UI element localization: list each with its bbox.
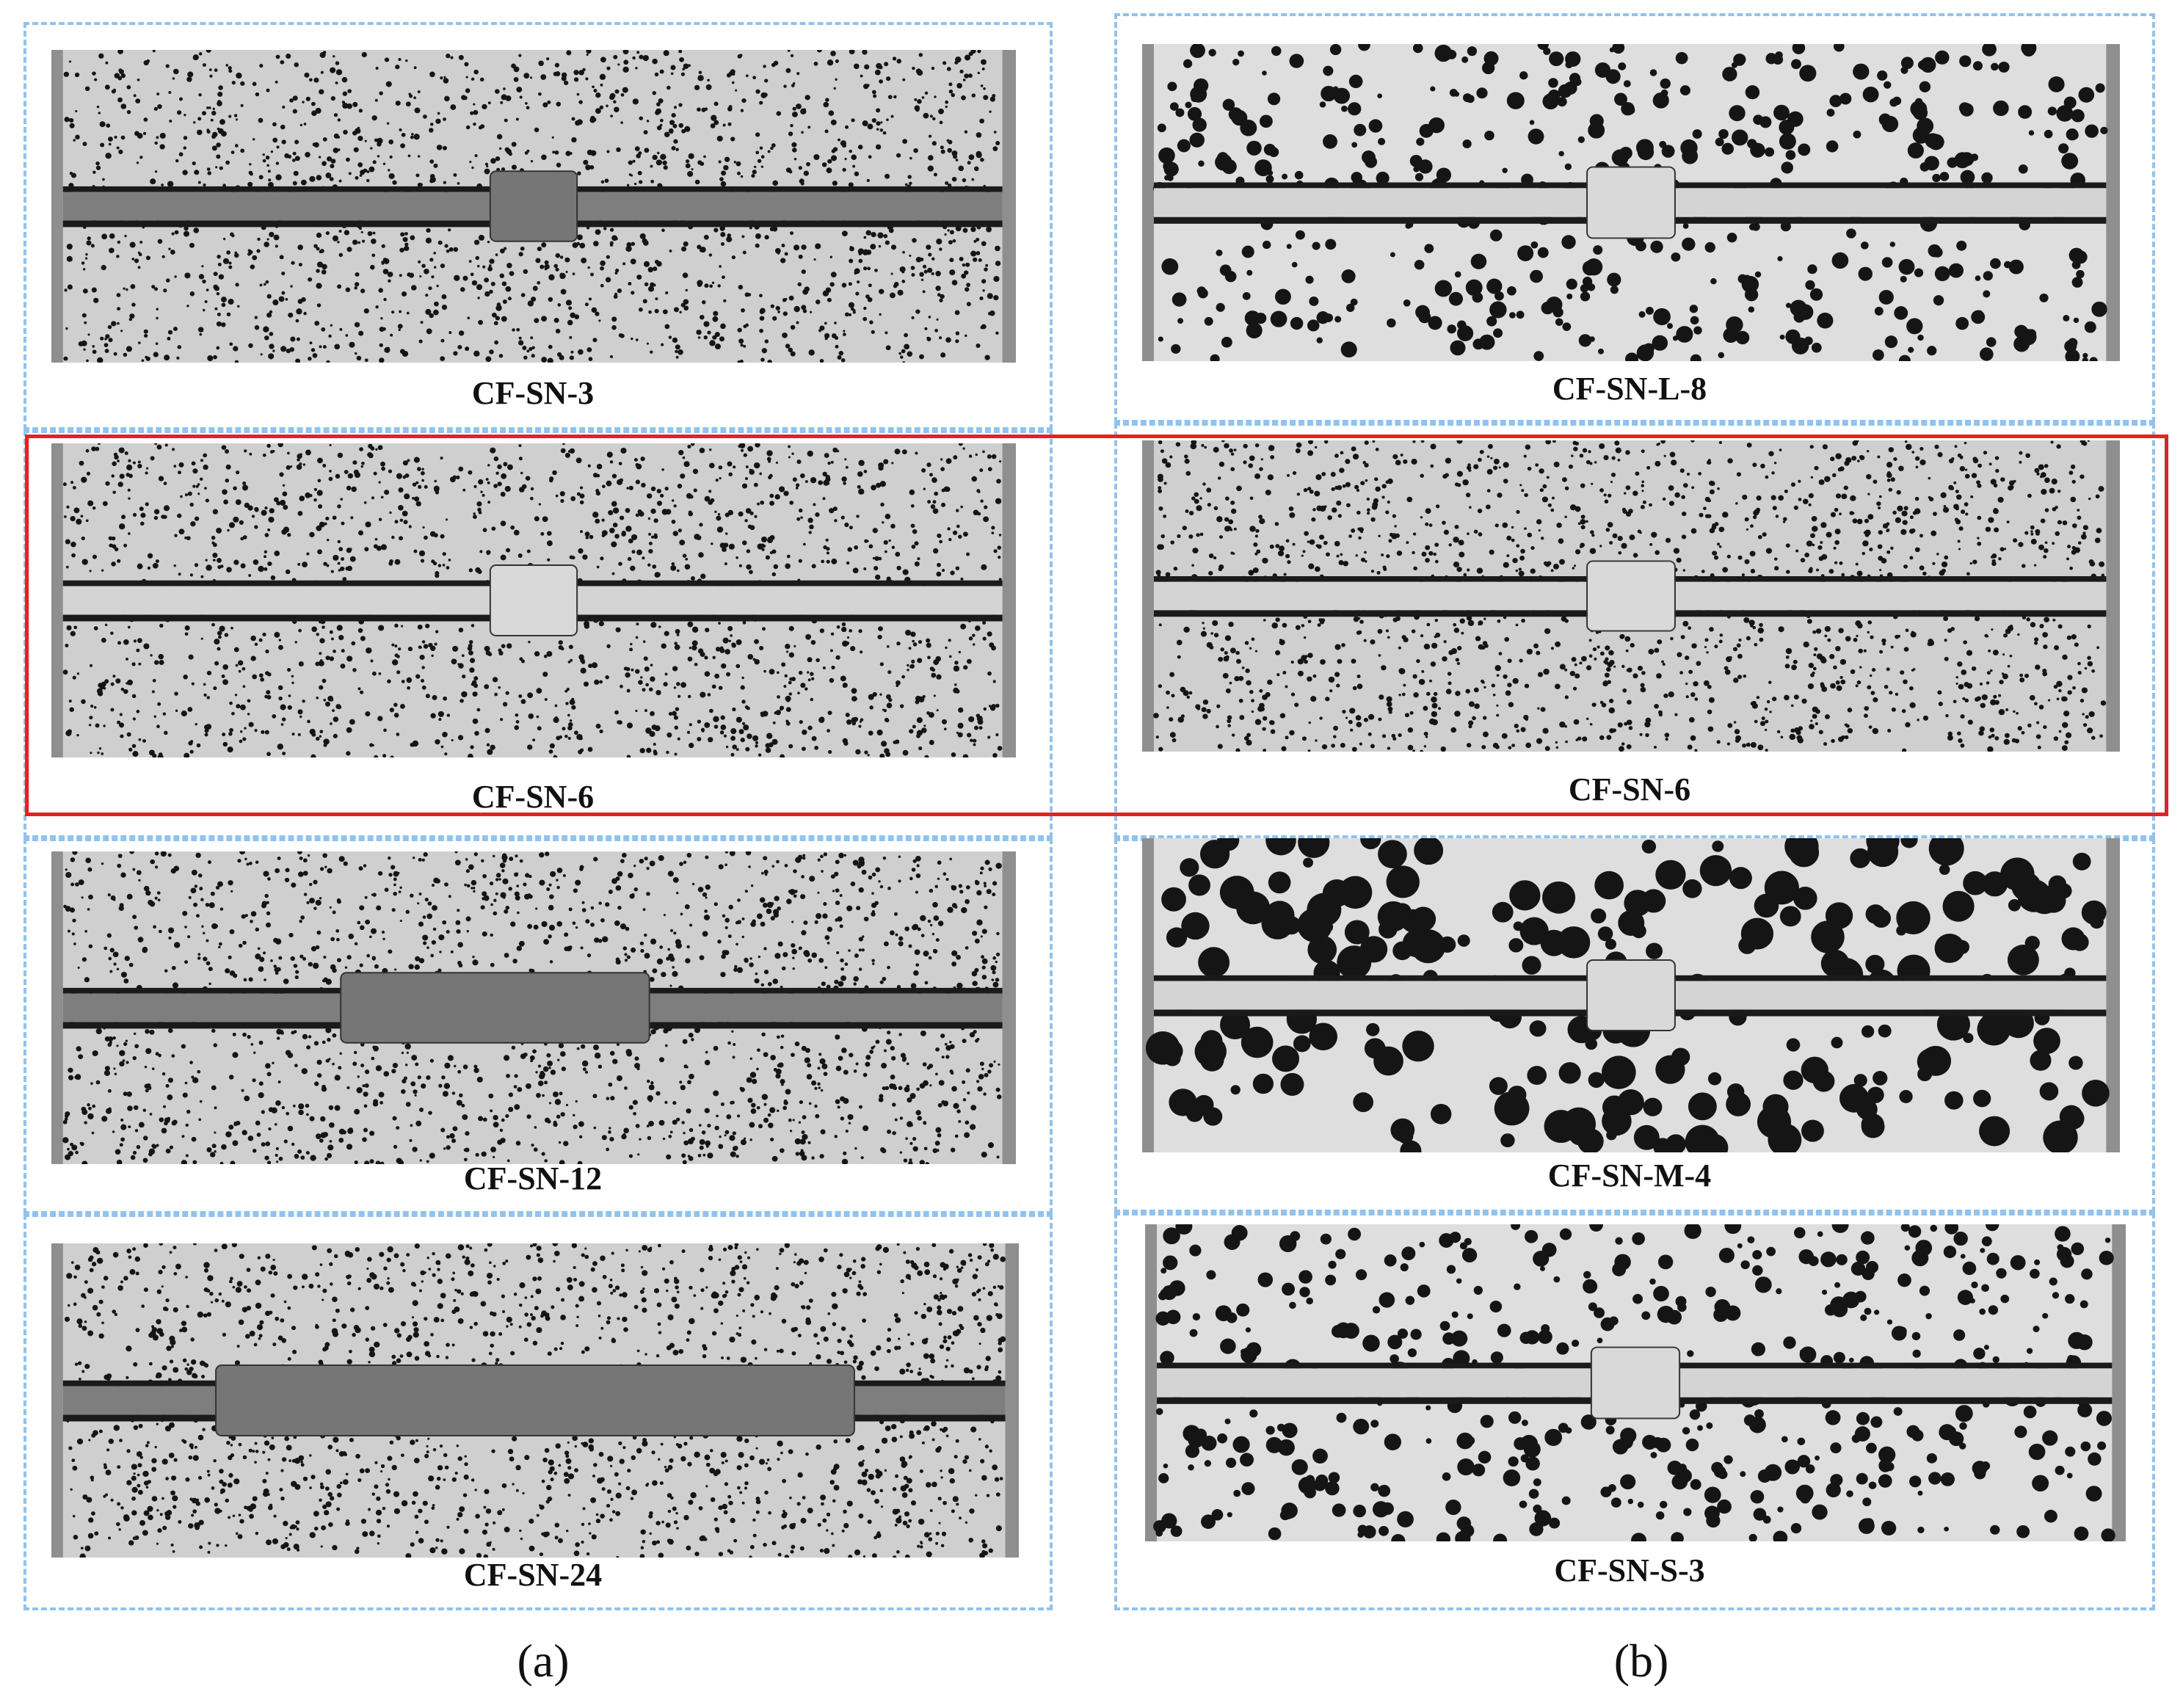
group-label-b: (b) [1613,1635,1669,1687]
caption-cf-sn-3: CF-SN-3 [471,375,595,411]
speckle-pattern [51,443,1016,757]
caption-cf-sn-s-3: CF-SN-S-3 [1554,1552,1705,1588]
specimen-image-cf-sn-3 [51,50,1016,363]
frame-a-cf-sn-3 [23,22,1053,430]
caption-cf-sn-m-4: CF-SN-M-4 [1547,1158,1712,1193]
specimen-image-cf-sn-m-4 [1142,838,2120,1152]
specimen-image-cf-sn-24 [51,1243,1019,1558]
specimen-image-cf-sn-6-right [1142,440,2120,752]
frame-b-cf-sn-6 [1114,423,2155,838]
specimen-image-cf-sn-l-8 [1142,44,2120,361]
speckle-pattern [1142,44,2120,361]
specimen-image-cf-sn-6-left [51,443,1016,757]
specimen-image-cf-sn-s-3 [1145,1224,2126,1541]
caption-cf-sn-12: CF-SN-12 [463,1160,603,1196]
caption-cf-sn-l-8: CF-SN-L-8 [1552,371,1707,407]
speckle-pattern [51,50,1016,363]
caption-cf-sn-6-left: CF-SN-6 [471,779,595,815]
frame-b-cf-sn-l-8 [1114,13,2155,423]
frame-b-cf-sn-s-3 [1114,1213,2155,1610]
specimen-image-cf-sn-12 [51,851,1016,1164]
caption-cf-sn-24: CF-SN-24 [463,1557,603,1593]
highlight-cf-sn-6-row [25,435,2168,816]
speckle-pattern [1142,440,2120,752]
frame-a-cf-sn-12 [23,838,1053,1214]
speckle-pattern [1142,838,2120,1152]
group-label-a: (a) [517,1635,570,1687]
speckle-pattern [51,851,1016,1164]
frame-a-cf-sn-24 [23,1214,1053,1610]
speckle-pattern [51,1243,1019,1558]
caption-cf-sn-6-right: CF-SN-6 [1568,771,1691,807]
speckle-pattern [1145,1224,2126,1541]
